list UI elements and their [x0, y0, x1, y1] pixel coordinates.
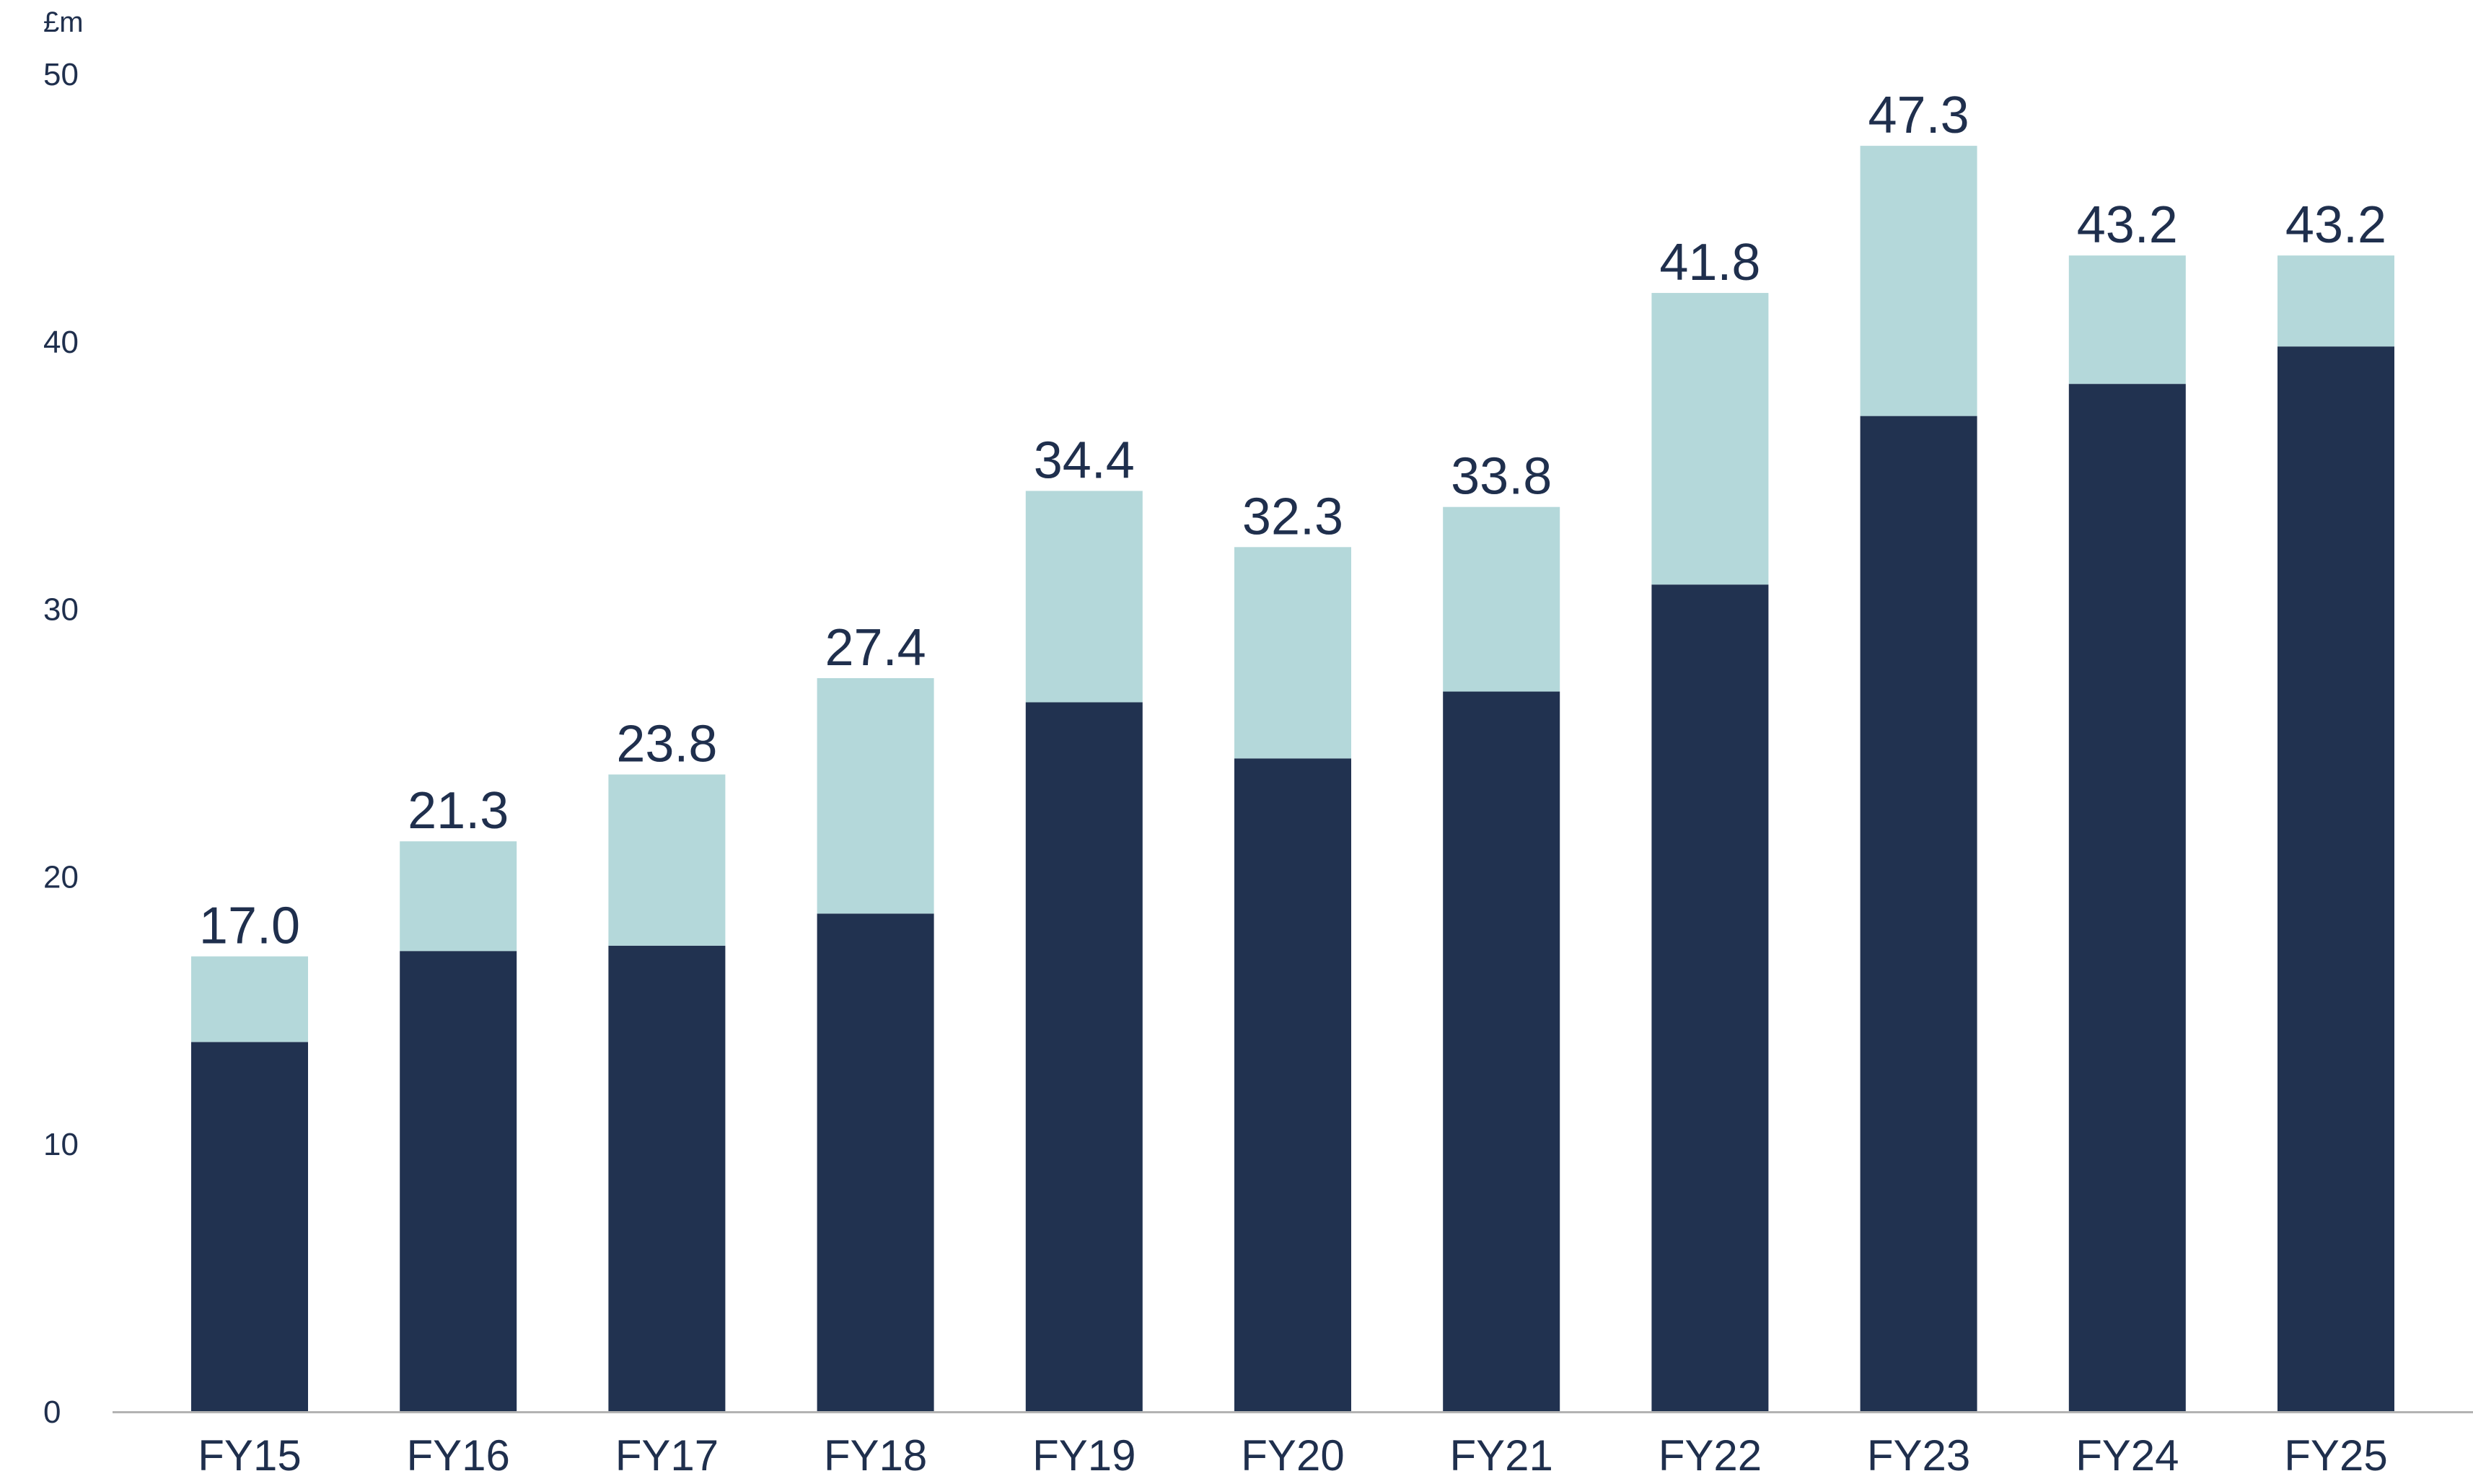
x-category-label: FY23 — [1867, 1431, 1970, 1480]
bar-total-label: 23.8 — [616, 715, 717, 773]
x-category-label: FY19 — [1032, 1431, 1136, 1480]
bar-total-label: 21.3 — [408, 782, 509, 840]
bar-segment-lower — [817, 913, 934, 1411]
bar-segment-lower — [1234, 758, 1351, 1411]
bar-segment-upper — [1025, 491, 1143, 703]
x-category-label: FY15 — [198, 1431, 301, 1480]
x-category-label: FY24 — [2076, 1431, 2179, 1480]
bar-segment-upper — [817, 678, 934, 914]
bar-segment-lower — [400, 951, 517, 1411]
bar-segment-upper — [1443, 506, 1560, 692]
bar-total-label: 34.4 — [1034, 431, 1135, 489]
x-category-label: FY22 — [1659, 1431, 1762, 1480]
bar-total-label: 32.3 — [1242, 488, 1343, 545]
bar-segment-upper — [2068, 255, 2186, 385]
bar-total-label: 27.4 — [825, 619, 926, 677]
y-tick-label: 40 — [43, 325, 79, 360]
x-category-label: FY25 — [2284, 1431, 2387, 1480]
x-category-label: FY20 — [1241, 1431, 1344, 1480]
x-category-label: FY21 — [1449, 1431, 1552, 1480]
bars — [191, 146, 2394, 1412]
bar-segment-lower — [191, 1042, 308, 1411]
bar-segment-lower — [1025, 702, 1143, 1411]
bar-segment-upper — [1860, 146, 1977, 416]
x-category-label: FY18 — [824, 1431, 927, 1480]
data-labels: 17.0 21.3 23.8 27.4 34.4 32.3 33.8 41.8 47.3 43.2… — [199, 87, 2386, 955]
y-tick-label: 30 — [43, 592, 79, 628]
bar-total-label: 43.2 — [2077, 196, 2178, 254]
bar-total-label: 17.0 — [199, 897, 300, 955]
bar-segment-lower — [1860, 416, 1977, 1411]
bar-segment-upper — [400, 841, 517, 952]
bar-total-label: 43.2 — [2285, 196, 2386, 254]
bar-segment-lower — [2068, 384, 2186, 1412]
bar-segment-lower — [2277, 346, 2394, 1411]
bar-segment-lower — [1651, 584, 1769, 1411]
y-tick-label: 10 — [43, 1127, 79, 1162]
y-tick-label: 20 — [43, 859, 79, 895]
bar-total-label: 41.8 — [1659, 234, 1760, 291]
x-axis: FY15 FY16 FY17 FY18 FY19 FY20 FY21 FY22 FY23 FY24… — [113, 1411, 2473, 1480]
bar-segment-upper — [608, 774, 726, 946]
y-axis: £m 0 10 20 30 40 50 — [43, 6, 84, 1430]
x-category-label: FY17 — [615, 1431, 719, 1480]
bar-segment-upper — [1651, 293, 1769, 585]
bar-total-label: 47.3 — [1868, 87, 1969, 144]
bar-segment-lower — [1443, 691, 1560, 1411]
bar-total-label: 33.8 — [1451, 448, 1552, 506]
bar-segment-upper — [2277, 255, 2394, 347]
bar-segment-upper — [1234, 547, 1351, 759]
y-tick-label: 50 — [43, 57, 79, 92]
y-tick-label: 0 — [43, 1395, 61, 1430]
bar-segment-upper — [191, 956, 308, 1042]
y-unit-label: £m — [43, 6, 84, 38]
x-category-label: FY16 — [406, 1431, 509, 1480]
bar-segment-lower — [608, 945, 726, 1411]
